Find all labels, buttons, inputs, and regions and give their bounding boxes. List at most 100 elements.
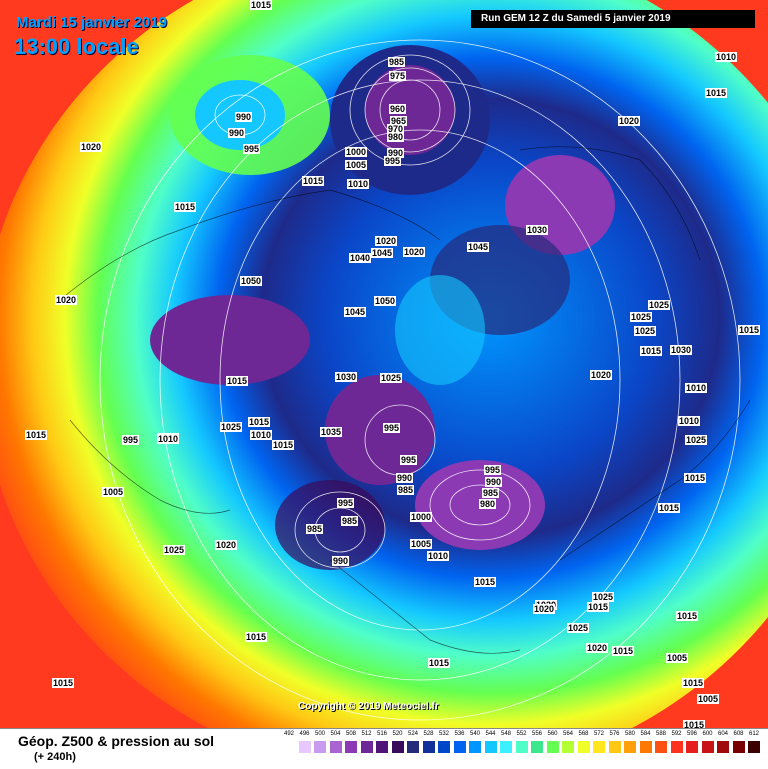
pressure-label: 1025	[220, 422, 243, 432]
scale-tick-label: 572	[593, 731, 604, 737]
pressure-label: 1020	[55, 295, 78, 305]
pressure-label: 1010	[685, 383, 708, 393]
pressure-label: 1020	[586, 643, 609, 653]
pressure-label: 1025	[648, 300, 671, 310]
pressure-label: 970	[387, 124, 405, 134]
scale-tick-label: 524	[407, 731, 418, 737]
scale-swatch	[500, 741, 512, 753]
pressure-label: 990	[485, 477, 503, 487]
pressure-label: 1035	[320, 427, 343, 437]
scale-swatch	[391, 741, 404, 753]
scale-tick-label: 568	[578, 731, 589, 737]
forecast-time: 13:00 locale	[14, 34, 139, 59]
pressure-label: 1025	[380, 373, 403, 383]
pressure-label: 1015	[174, 202, 197, 212]
scale-swatch	[407, 741, 419, 753]
pressure-label: 1005	[410, 539, 433, 549]
scale-swatch	[732, 741, 745, 753]
scale-swatch	[624, 741, 636, 753]
pressure-label: 1015	[683, 720, 706, 730]
pressure-label: 1015	[658, 503, 681, 513]
scale-tick-label: 532	[438, 731, 449, 737]
pressure-label: 1005	[697, 694, 720, 704]
scale-tick-label: 608	[733, 731, 744, 737]
pressure-label: 1015	[676, 611, 699, 621]
scale-tick-label: 520	[392, 731, 403, 737]
pressure-label: 1040	[349, 253, 372, 263]
scale-swatch	[484, 741, 497, 753]
pressure-label: 995	[243, 144, 261, 154]
pressure-label: 1030	[526, 225, 549, 235]
pressure-label: 1015	[250, 0, 273, 10]
pressure-label: 990	[396, 473, 414, 483]
pressure-label: 980	[479, 499, 497, 509]
pressure-label: 1015	[245, 632, 268, 642]
pressure-label: 1000	[345, 147, 368, 157]
pressure-label: 1020	[618, 116, 641, 126]
pressure-label: 985	[482, 488, 500, 498]
pressure-label: 985	[397, 485, 415, 495]
pressure-label: 1045	[371, 248, 394, 258]
pressure-label: 995	[383, 423, 401, 433]
pressure-label: 1015	[474, 577, 497, 587]
pressure-label: 1010	[678, 416, 701, 426]
scale-tick-label: 492	[283, 731, 294, 737]
scale-tick-label: 512	[361, 731, 372, 737]
scale-tick-label: 516	[376, 731, 387, 737]
pressure-label: 1015	[272, 440, 295, 450]
pressure-label: 1015	[302, 176, 325, 186]
scale-tick-label: 508	[345, 731, 356, 737]
pressure-label: 990	[387, 148, 405, 158]
pressure-label: 985	[341, 516, 359, 526]
pressure-label: 1015	[25, 430, 48, 440]
scale-swatch	[531, 741, 543, 753]
pressure-label: 995	[122, 435, 140, 445]
scale-tick-label: 504	[330, 731, 341, 737]
pressure-label: 990	[332, 556, 350, 566]
pressure-label: 1025	[634, 326, 657, 336]
copyright-text: Copyright © 2019 Meteociel.fr	[298, 701, 439, 712]
scale-swatch	[453, 741, 466, 753]
scale-swatch	[469, 741, 481, 753]
pressure-label: 1010	[347, 179, 370, 189]
forecast-date: Mardi 15 janvier 2019	[16, 14, 167, 31]
pressure-label: 1030	[335, 372, 358, 382]
pressure-label: 1045	[344, 307, 367, 317]
pressure-label: 995	[484, 465, 502, 475]
pressure-label: 985	[388, 57, 406, 67]
model-run-info: Run GEM 12 Z du Samedi 5 janvier 2019	[471, 10, 755, 28]
scale-tick-label: 528	[423, 731, 434, 737]
scale-tick-label: 612	[748, 731, 759, 737]
scale-tick-label: 596	[686, 731, 697, 737]
pressure-label: 1015	[587, 602, 610, 612]
scale-swatch	[376, 741, 388, 753]
scale-swatch	[717, 741, 729, 753]
pressure-label: 1030	[670, 345, 693, 355]
pressure-label: 1050	[240, 276, 263, 286]
scale-swatch	[686, 741, 698, 753]
pressure-label: 980	[387, 132, 405, 142]
scale-tick-label: 592	[671, 731, 682, 737]
scale-swatch	[438, 741, 450, 753]
pressure-label: 1005	[102, 487, 125, 497]
chart-title: Géop. Z500 & pression au sol	[18, 733, 215, 749]
scale-tick-label: 560	[547, 731, 558, 737]
pressure-label: 1015	[705, 88, 728, 98]
pressure-label: 1015	[682, 678, 705, 688]
scale-swatch	[283, 741, 295, 753]
pressure-label: 1015	[248, 417, 271, 427]
pressure-label: 990	[228, 128, 246, 138]
pressure-label: 1025	[163, 545, 186, 555]
pressure-label: 1000	[410, 512, 433, 522]
weather-map	[0, 0, 768, 728]
pressure-label: 1025	[592, 592, 615, 602]
scale-tick-label: 600	[702, 731, 713, 737]
scale-swatch	[577, 741, 590, 753]
scale-tick-label: 580	[624, 731, 635, 737]
pressure-label: 990	[235, 112, 253, 122]
pressure-label: 1015	[52, 678, 75, 688]
pressure-label: 1025	[567, 623, 590, 633]
pressure-label: 1005	[666, 653, 689, 663]
pressure-label: 1015	[640, 346, 663, 356]
scale-tick-label: 604	[717, 731, 728, 737]
